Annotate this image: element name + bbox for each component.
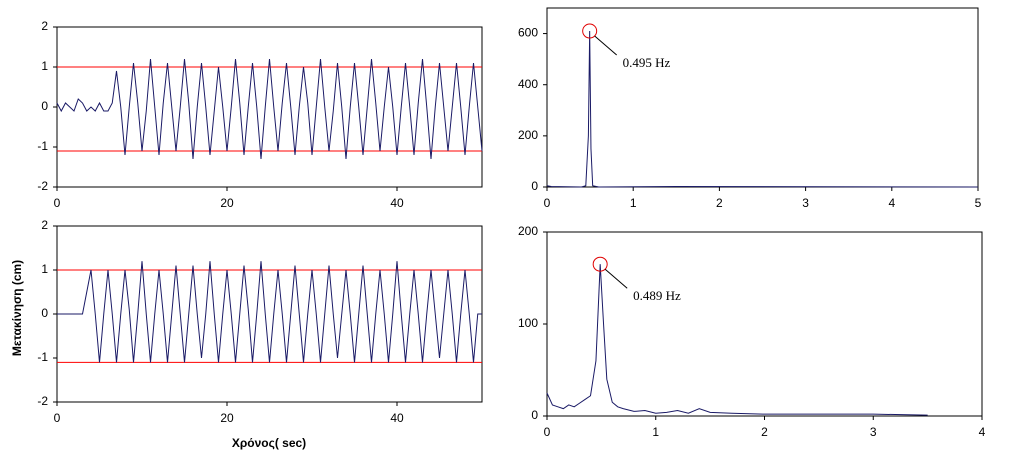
peak-marker (592, 256, 608, 272)
chart: 2 1 0 -1 -2 0 20 40 (37, 218, 483, 425)
x-tick-label: 0 (54, 411, 61, 425)
y-axis-label: Μετακίνηση (cm) (10, 260, 24, 356)
x-tick-label: 5 (975, 196, 982, 210)
data-line (57, 261, 482, 363)
plot-frame (546, 7, 979, 188)
x-tick-label: 40 (390, 411, 404, 425)
data-line (56, 58, 483, 160)
y-tick-label: 200 (518, 128, 538, 142)
plot-frame (546, 231, 983, 417)
y-tick-label: 1 (41, 262, 48, 276)
y-tick-label: 0 (41, 306, 48, 320)
y-tick-label: 1 (41, 59, 48, 73)
x-tick-label: 3 (802, 196, 809, 210)
x-tick-label: 1 (652, 425, 659, 439)
y-tick-label: 100 (518, 316, 538, 330)
x-axis-label: Χρόνος( sec) (232, 436, 306, 450)
x-tick-label: 0 (544, 196, 551, 210)
annotation: 0.495 Hz (623, 55, 671, 70)
x-tick-label: 4 (888, 196, 895, 210)
x-tick-label: 20 (220, 196, 234, 210)
y-tick-label: -2 (37, 179, 48, 193)
x-tick-label: 40 (390, 196, 404, 210)
y-tick-label: 400 (518, 77, 538, 91)
x-tick-label: 0 (544, 425, 551, 439)
y-tick-label: 2 (41, 218, 48, 232)
y-tick-label: 200 (518, 224, 538, 238)
data-line (546, 264, 928, 416)
plot-frame (56, 26, 483, 188)
x-tick-label: 1 (630, 196, 637, 210)
annotation-leader (594, 35, 617, 56)
chart: 2 1 0 -1 -2 0 20 40 (37, 19, 483, 210)
x-tick-label: 0 (54, 196, 61, 210)
x-tick-label: 20 (220, 411, 234, 425)
annotation-leader (604, 268, 628, 289)
y-tick-label: -1 (37, 350, 48, 364)
y-tick-label: 0 (531, 179, 538, 193)
y-tick-label: 600 (518, 26, 538, 40)
x-tick-label: 2 (761, 425, 768, 439)
x-tick-label: 2 (716, 196, 723, 210)
x-tick-label: 3 (870, 425, 877, 439)
plot-frame (56, 225, 483, 403)
y-tick-label: 0 (41, 99, 48, 113)
y-tick-label: 2 (41, 19, 48, 33)
y-tick-label: -1 (37, 139, 48, 153)
chart: 0 200 400 600 0 1 2 3 4 5 0.495 Hz (518, 7, 982, 210)
chart: 0 100 200 0 1 2 3 4 0.489 Hz (518, 224, 986, 439)
y-tick-label: 0 (531, 408, 538, 422)
x-tick-label: 4 (979, 425, 986, 439)
y-tick-label: -2 (37, 394, 48, 408)
peak-marker (582, 23, 598, 39)
annotation: 0.489 Hz (633, 288, 681, 303)
data-line (546, 31, 979, 188)
